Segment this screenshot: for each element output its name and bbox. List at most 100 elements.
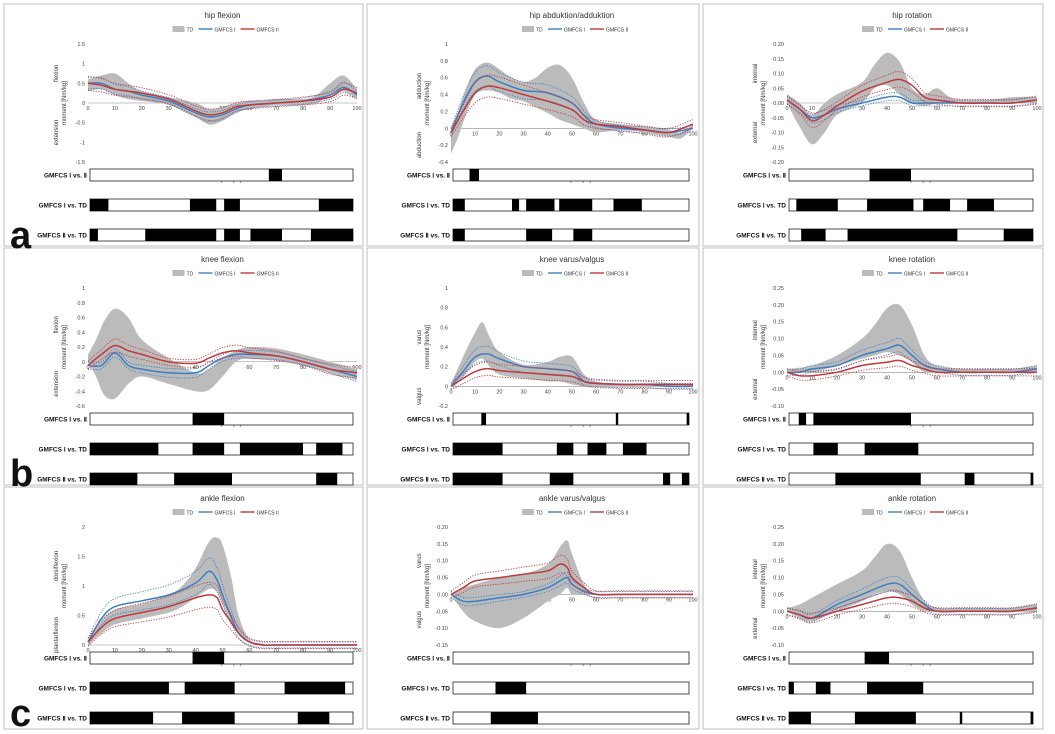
x-tick-label: 40 [545,131,551,137]
x-tick-label: 100 [688,389,697,395]
x-tick-label: 0 [86,365,89,371]
significance-block [224,199,240,211]
legend-label-gmfcs2: GMFCS II [257,511,279,517]
y-direction-negative: valgus [417,387,423,404]
significance-block [90,229,98,241]
y-direction-positive: varus [417,553,423,568]
significance-block [1030,473,1033,485]
legend-label-td: TD [187,511,194,517]
y-axis-label: moment [Nm/kg] [761,564,767,608]
legend-label-td: TD [187,272,194,278]
significance-block [622,443,647,455]
y-tick-label: 0.10 [773,72,784,78]
y-tick-label: -0.6 [76,404,85,410]
legend-label-gmfcs2: GMFCS II [946,28,968,34]
x-tick-label: 50 [219,648,225,654]
x-tick-label: 60 [246,106,252,112]
x-tick-label: 60 [593,389,599,395]
chart-title: knee rotation [889,255,935,264]
significance-block [90,682,169,694]
x-tick-label: 0 [785,106,788,112]
x-tick-label: 40 [545,389,551,395]
y-direction-positive: internal [753,64,759,84]
x-tick-label: 70 [959,375,965,381]
y-axis-label: moment [Nm/kg] [425,564,431,608]
panel-p00: hip flexion TD GMFCS I GMFCS II 1.5 1 0.5 0 -0.5… [3,3,364,247]
series-line-gmfcs2 [786,359,1037,377]
legend-swatch-td [172,509,185,515]
x-tick-label: 70 [959,106,965,112]
significance-block [316,443,343,455]
significance-block [310,229,353,241]
y-direction-positive: flexion [54,65,60,82]
series-line-gmfcs2 [450,563,693,596]
x-tick-label: 20 [139,106,145,112]
series-upper-sd [450,65,694,130]
x-tick-label: 80 [984,106,990,112]
x-tick-label: 90 [1009,106,1015,112]
x-tick-label: 20 [834,614,840,620]
y-tick-label: 0.4 [77,330,85,336]
y-tick-label: 0.6 [77,316,85,322]
legend: TD GMFCS I GMFCS II [522,509,628,517]
y-tick-label: 0.5 [77,614,85,620]
y-tick-label: 0.8 [440,59,448,65]
series-lower-sd [450,85,694,137]
x-tick-label: 60 [934,614,940,620]
y-tick-label: 0.00 [773,101,784,107]
y-tick-label: -0.15 [435,643,448,649]
x-tick-label: 40 [193,648,199,654]
significance-block [192,652,225,664]
panel-p21: ankle varus/valgus TD GMFCS I GMFCS II 0.20 0… [366,486,700,730]
comparison-label: GMFCS Ⅰ vs. Ⅱ [743,172,786,180]
x-tick-label: 80 [300,648,306,654]
series-line-gmfcs2 [786,596,1038,619]
y-tick-label: 0 [82,101,85,107]
x-tick-label: 30 [166,648,172,654]
series-line-gmfcs2 [450,367,693,387]
significance-block [854,712,916,724]
x-tick-label: 0 [86,648,89,654]
y-tick-label: 0 [445,384,448,390]
significance-block [316,473,338,485]
y-tick-label: -1.5 [76,160,85,166]
legend-label-td: TD [187,28,194,34]
x-tick-label: 50 [569,131,575,137]
comparison-label: GMFCS Ⅰ vs. TD [401,202,450,210]
significance-block [789,682,794,694]
comparison-label: GMFCS Ⅰ vs. TD [737,446,786,454]
comparison-label: GMFCS Ⅰ vs. Ⅱ [407,416,450,424]
series-upper-sd [87,338,358,368]
legend-label-gmfcs2: GMFCS II [946,511,968,517]
panel-frame [366,3,700,247]
significance-block [549,473,574,485]
x-tick-label: 100 [352,365,361,371]
y-direction-positive: internal [753,559,759,579]
y-tick-label: 1.5 [77,555,85,561]
comparison-label: GMFCS Ⅰ vs. Ⅱ [44,416,87,424]
significance-block [239,443,304,455]
significance-block [847,229,958,241]
x-tick-label: 40 [884,614,890,620]
y-direction-negative: external [753,617,759,638]
y-direction-negative: external [753,378,759,399]
legend: TD GMFCS I GMFCS II [522,26,628,34]
legend-label-gmfcs1: GMFCS I [904,28,925,34]
series-line-gmfcs2 [87,344,358,374]
td-band [451,62,693,154]
legend-label-gmfcs1: GMFCS I [904,511,925,517]
y-direction-negative: extension [54,120,60,146]
td-band [88,537,357,646]
comparison-track [452,711,690,725]
x-tick-label: 20 [496,131,502,137]
x-tick-label: 10 [472,131,478,137]
x-tick-label: 10 [112,106,118,112]
y-axis-label: moment [Nm/kg] [425,81,431,125]
legend-label-gmfcs1: GMFCS I [215,272,236,278]
series-lower-sd [87,88,358,123]
chart-title: hip abduktion/adduktion [530,11,615,20]
comparison-label: GMFCS Ⅱ vs. TD [736,476,786,484]
comparison-label: GMFCS Ⅰ vs. TD [38,446,87,454]
row-letter-a: a [10,215,32,257]
legend-label-td: TD [536,511,543,517]
